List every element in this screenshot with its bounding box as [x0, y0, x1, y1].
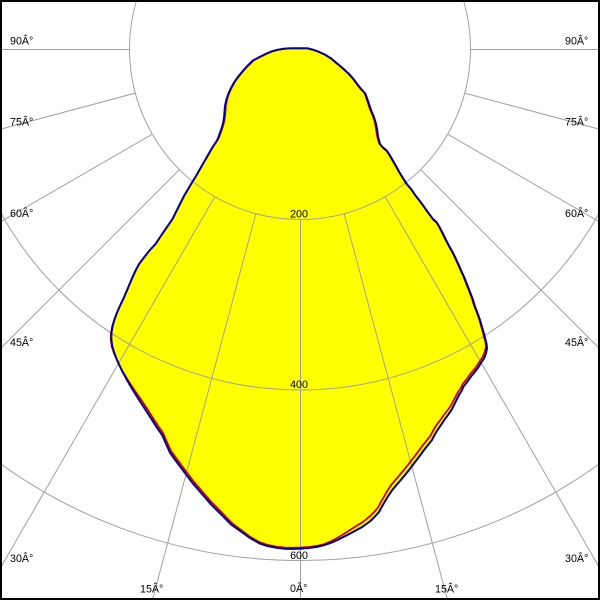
svg-text:75Â°: 75Â°: [10, 116, 33, 129]
svg-text:75Â°: 75Â°: [565, 116, 588, 129]
svg-text:90Â°: 90Â°: [565, 35, 588, 48]
svg-text:15Â°: 15Â°: [435, 583, 458, 596]
svg-text:0Â°: 0Â°: [290, 582, 307, 595]
svg-text:200: 200: [290, 209, 308, 221]
svg-text:30Â°: 30Â°: [565, 552, 588, 565]
svg-text:30Â°: 30Â°: [10, 552, 33, 565]
svg-text:15Â°: 15Â°: [140, 583, 163, 596]
svg-text:45Â°: 45Â°: [565, 336, 588, 349]
svg-text:90Â°: 90Â°: [10, 35, 33, 48]
svg-text:600: 600: [290, 550, 308, 562]
svg-text:400: 400: [290, 379, 308, 391]
svg-text:60Â°: 60Â°: [565, 207, 588, 220]
svg-text:60Â°: 60Â°: [10, 207, 33, 220]
svg-text:45Â°: 45Â°: [10, 336, 33, 349]
